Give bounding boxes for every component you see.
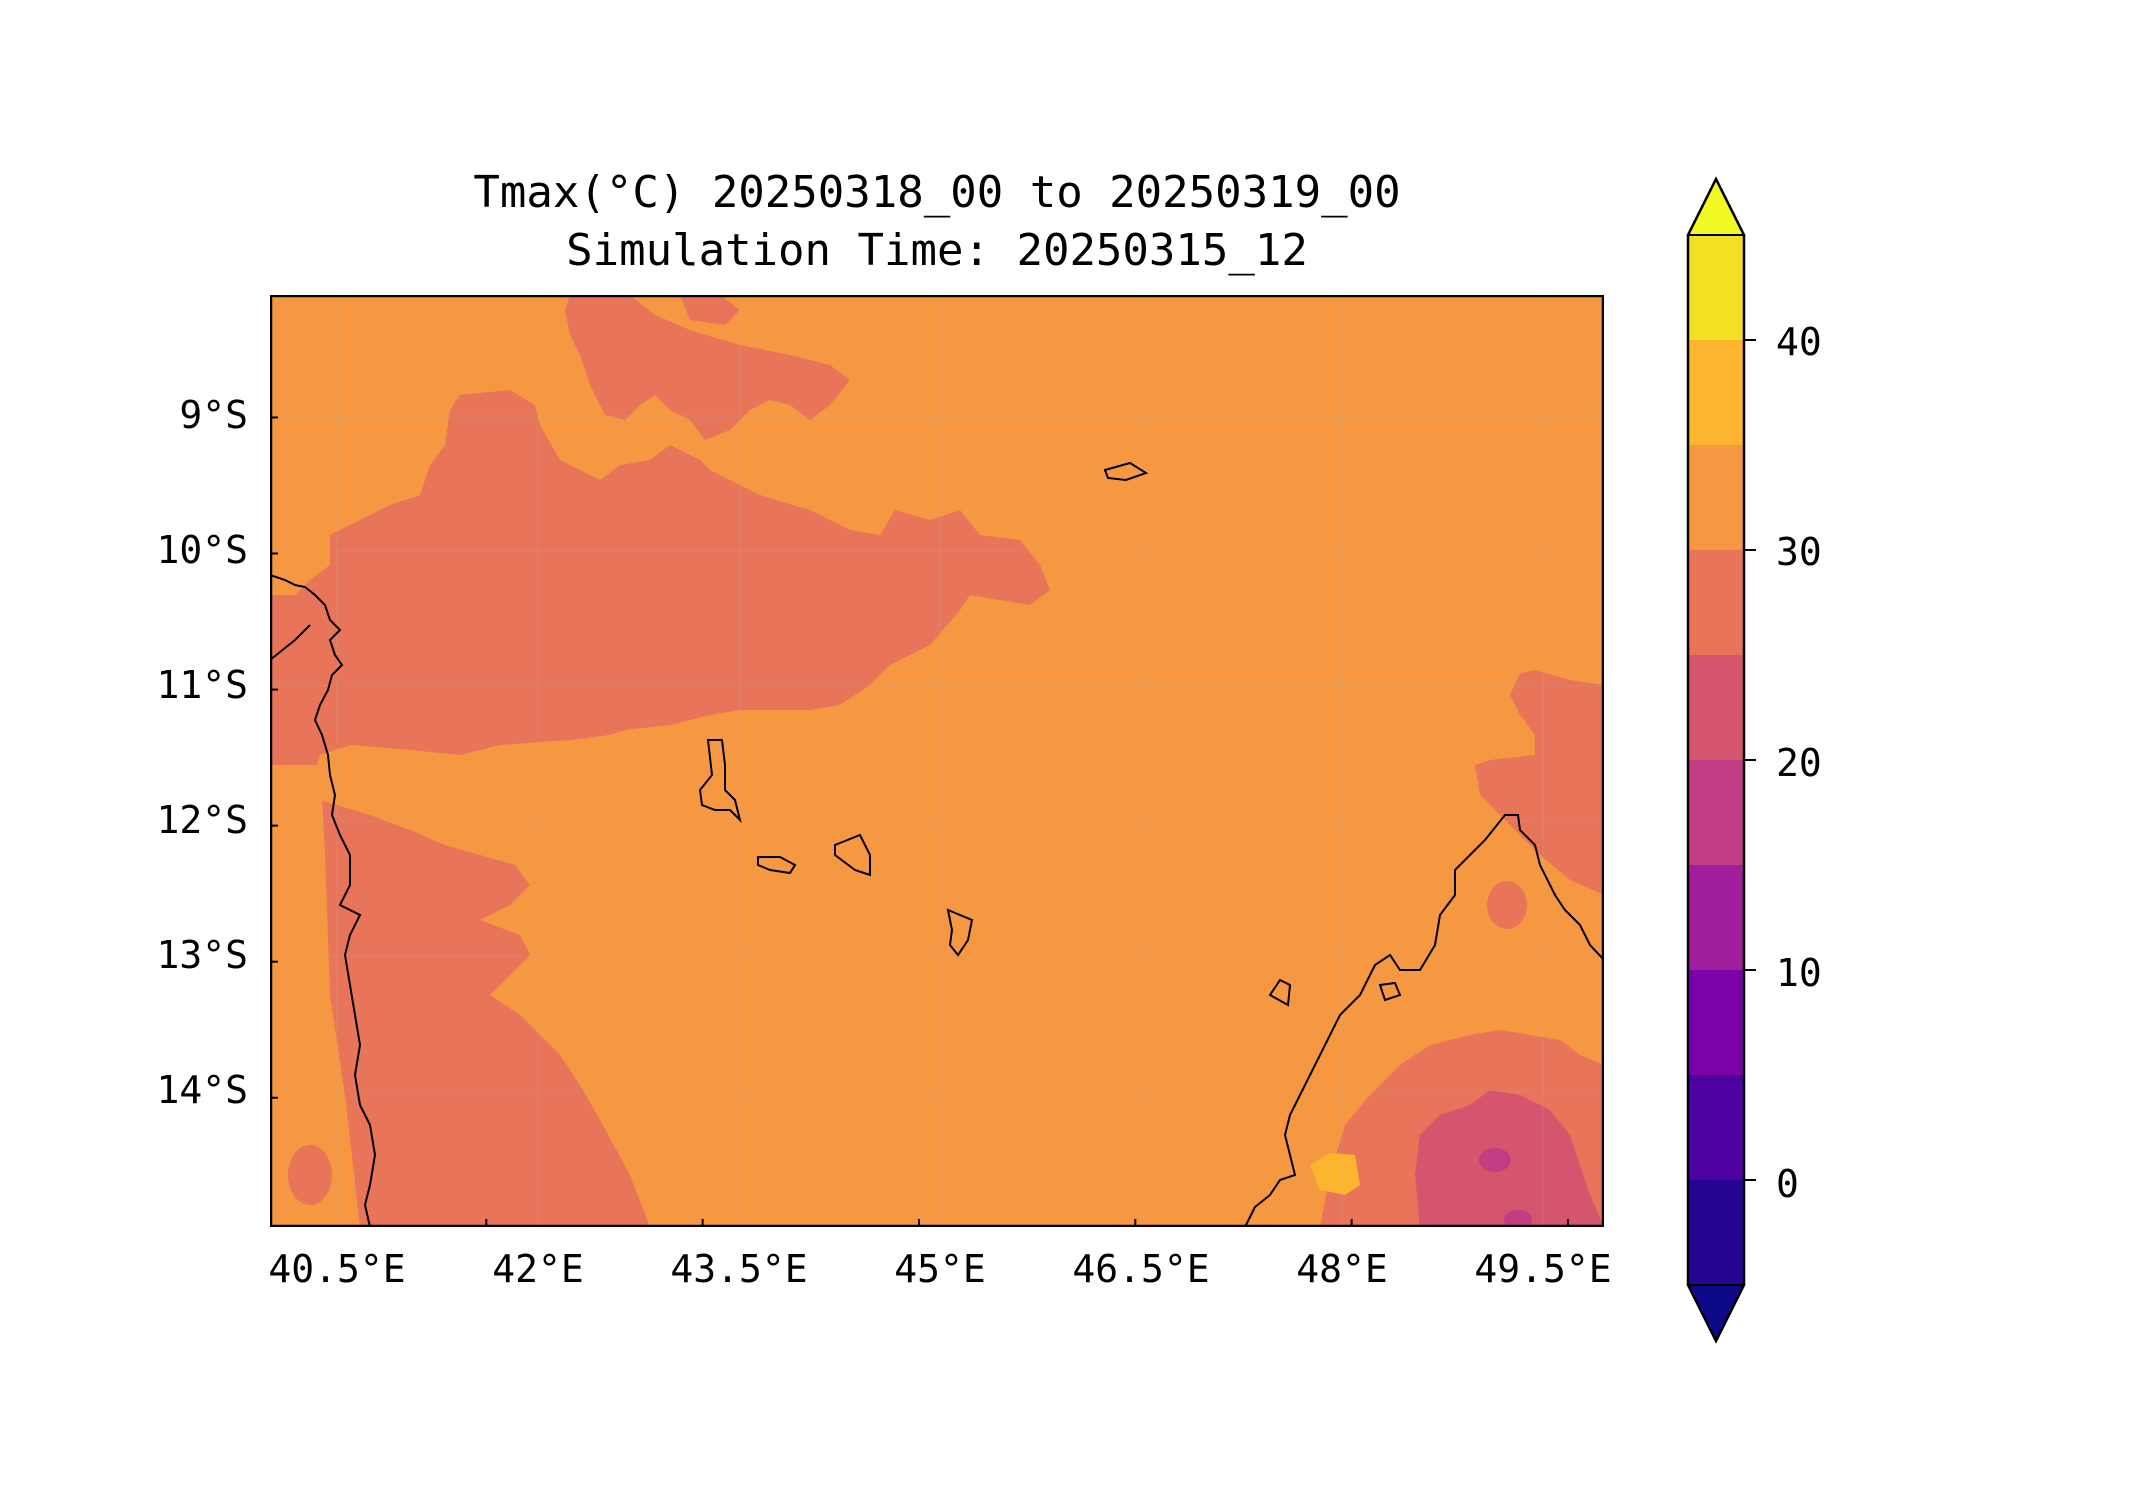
lat-tick-label: 9°S bbox=[179, 393, 248, 437]
colorbar-band bbox=[1688, 760, 1744, 865]
temperature-field-25-30-east bbox=[1475, 670, 1604, 895]
coastline-grande-comore bbox=[698, 739, 742, 824]
lat-tick-label: 12°S bbox=[156, 798, 248, 842]
map-title: Tmax(°C) 20250318_00 to 20250319_00 bbox=[473, 167, 1401, 218]
temperature-field-30-35-sw bbox=[270, 765, 360, 1227]
coastline-moheli bbox=[757, 856, 797, 875]
lon-tick-label: 46.5°E bbox=[1072, 1247, 1210, 1291]
colorbar-outline bbox=[1686, 176, 1746, 1344]
colorbar-tick-label: 20 bbox=[1776, 741, 1822, 785]
colorbar-band bbox=[1688, 1075, 1744, 1180]
colorbar-under-arrow bbox=[1686, 1284, 1746, 1344]
lat-tick-label: 13°S bbox=[156, 933, 248, 977]
colorbar-band bbox=[1688, 550, 1744, 655]
map-panel bbox=[270, 295, 1604, 1227]
coastline-aldabra bbox=[1103, 461, 1149, 482]
colorbar-tick-label: 30 bbox=[1776, 530, 1822, 574]
coastline-nosy-be bbox=[1378, 981, 1402, 1002]
coastline-africa bbox=[270, 574, 377, 1227]
temperature-field-25-30 bbox=[270, 390, 1050, 1227]
gridlines bbox=[270, 295, 1604, 1227]
colorbar-tick-label: 0 bbox=[1776, 1162, 1799, 1206]
temperature-field-15-20-b bbox=[1504, 1210, 1532, 1227]
map-frame bbox=[270, 295, 1604, 1227]
temperature-field-35-40 bbox=[1310, 1153, 1360, 1195]
lat-tick-marks bbox=[270, 416, 278, 1099]
lon-tick-label: 45°E bbox=[894, 1247, 986, 1291]
colorbar bbox=[1686, 176, 1756, 1344]
temperature-field-15-20 bbox=[1479, 1148, 1511, 1172]
lat-tick-label: 10°S bbox=[156, 528, 248, 572]
colorbar-band bbox=[1688, 655, 1744, 760]
coastlines bbox=[270, 461, 1604, 1227]
temperature-field-30-35-west bbox=[270, 295, 330, 595]
colorbar-tick-label: 40 bbox=[1776, 320, 1822, 364]
colorbar-tick-label: 10 bbox=[1776, 951, 1822, 995]
lon-tick-label: 43.5°E bbox=[670, 1247, 808, 1291]
temperature-field-25-30-small bbox=[680, 295, 740, 325]
temperature-field-25-30-sw bbox=[288, 1145, 332, 1205]
colorbar-over-arrow bbox=[1686, 176, 1746, 236]
lon-tick-label: 48°E bbox=[1296, 1247, 1388, 1291]
colorbar-band bbox=[1688, 865, 1744, 970]
lon-tick-marks bbox=[270, 1219, 1569, 1227]
coastline-africa-inlet bbox=[270, 624, 311, 661]
temperature-field-25-30-north bbox=[565, 295, 850, 440]
colorbar-band bbox=[1688, 340, 1744, 445]
temperature-field-25-30-spot bbox=[1487, 881, 1527, 929]
lat-tick-label: 14°S bbox=[156, 1068, 248, 1112]
lon-tick-label: 49.5°E bbox=[1474, 1247, 1612, 1291]
lon-tick-label: 40.5°E bbox=[268, 1247, 406, 1291]
map-subtitle: Simulation Time: 20250315_12 bbox=[566, 225, 1308, 276]
coastline-anjouan bbox=[834, 833, 871, 877]
lat-tick-label: 11°S bbox=[156, 663, 248, 707]
coastline-madagascar bbox=[1244, 814, 1604, 1227]
colorbar-band bbox=[1688, 1180, 1744, 1285]
colorbar-band bbox=[1688, 445, 1744, 550]
colorbar-band bbox=[1688, 970, 1744, 1075]
coastline-madagascar-west bbox=[1268, 978, 1292, 1007]
colorbar-band bbox=[1688, 235, 1744, 340]
coastline-mayotte bbox=[946, 908, 974, 957]
lon-tick-label: 42°E bbox=[492, 1247, 584, 1291]
